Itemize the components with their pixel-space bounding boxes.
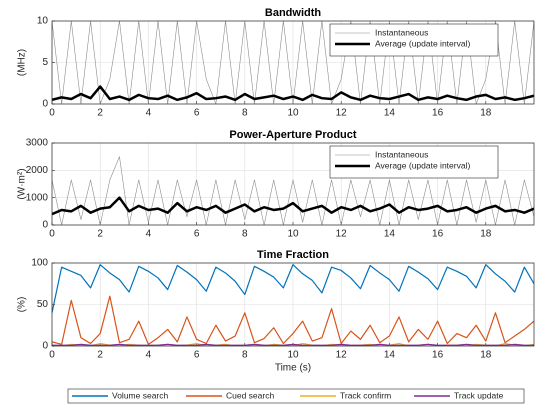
x-tick-label: 14: [384, 350, 396, 361]
x-tick-label: 6: [194, 350, 200, 361]
legend-label: Instantaneous: [375, 149, 428, 159]
legend-label: Average (update interval): [375, 160, 470, 170]
x-tick-label: 18: [480, 229, 492, 240]
y-tick-label: 50: [37, 299, 49, 310]
legend-label: Track confirm: [340, 390, 391, 400]
x-tick-label: 12: [336, 350, 348, 361]
x-tick-label: 18: [480, 350, 492, 361]
y-axis-label: (MHz): [17, 49, 28, 76]
x-tick-label: 4: [146, 350, 152, 361]
data-line: [52, 295, 534, 345]
x-tick-label: 14: [384, 108, 396, 119]
y-tick-label: 1000: [26, 192, 49, 203]
y-axis-label: (%): [17, 297, 28, 313]
x-axis-label: Time (s): [275, 363, 311, 374]
x-tick-label: 6: [194, 108, 200, 119]
legend-label: Average (update interval): [375, 38, 470, 48]
x-tick-label: 10: [287, 229, 299, 240]
data-line: [52, 21, 534, 104]
y-tick-label: 100: [31, 258, 48, 269]
x-tick-label: 0: [49, 108, 55, 119]
y-axis-label: (W·m²): [17, 168, 28, 199]
x-tick-label: 8: [242, 229, 248, 240]
legend-box: [329, 23, 499, 57]
axes-frame: [51, 262, 535, 347]
x-tick-label: 14: [384, 229, 396, 240]
x-tick-label: 0: [49, 350, 55, 361]
y-tick-label: 0: [42, 99, 48, 110]
legend-label: Instantaneous: [375, 27, 428, 37]
x-tick-label: 2: [97, 350, 103, 361]
chart-title: Power-Aperture Product: [229, 129, 356, 141]
data-line: [52, 343, 534, 346]
chart-title: Time Fraction: [257, 249, 329, 261]
y-tick-label: 0: [42, 341, 48, 352]
x-tick-label: 4: [146, 229, 152, 240]
y-tick-label: 0: [42, 220, 48, 231]
x-tick-label: 16: [432, 350, 444, 361]
x-tick-label: 18: [480, 108, 492, 119]
y-tick-label: 5: [42, 57, 48, 68]
x-tick-label: 12: [336, 229, 348, 240]
x-tick-label: 2: [97, 229, 103, 240]
legend-label: Cued search: [226, 390, 274, 400]
y-tick-label: 10: [37, 16, 49, 27]
data-line: [52, 196, 534, 216]
x-tick-label: 16: [432, 229, 444, 240]
legend-label: Volume search: [112, 390, 168, 400]
data-line: [52, 264, 534, 313]
x-tick-label: 16: [432, 108, 444, 119]
x-tick-label: 8: [242, 108, 248, 119]
data-line: [52, 85, 534, 102]
legend-label: Track update: [454, 390, 504, 400]
x-tick-label: 12: [336, 108, 348, 119]
legend-box: [329, 145, 499, 179]
x-tick-label: 10: [287, 350, 299, 361]
x-tick-label: 8: [242, 350, 248, 361]
x-tick-label: 4: [146, 108, 152, 119]
y-tick-label: 3000: [26, 138, 49, 149]
x-tick-label: 6: [194, 229, 200, 240]
x-tick-label: 10: [287, 108, 299, 119]
axes-frame: [51, 142, 535, 226]
x-tick-label: 2: [97, 108, 103, 119]
x-tick-label: 0: [49, 229, 55, 240]
axes-frame: [51, 20, 535, 105]
chart-title: Bandwidth: [265, 7, 321, 19]
legend-box: [67, 388, 525, 404]
y-tick-label: 2000: [26, 165, 49, 176]
